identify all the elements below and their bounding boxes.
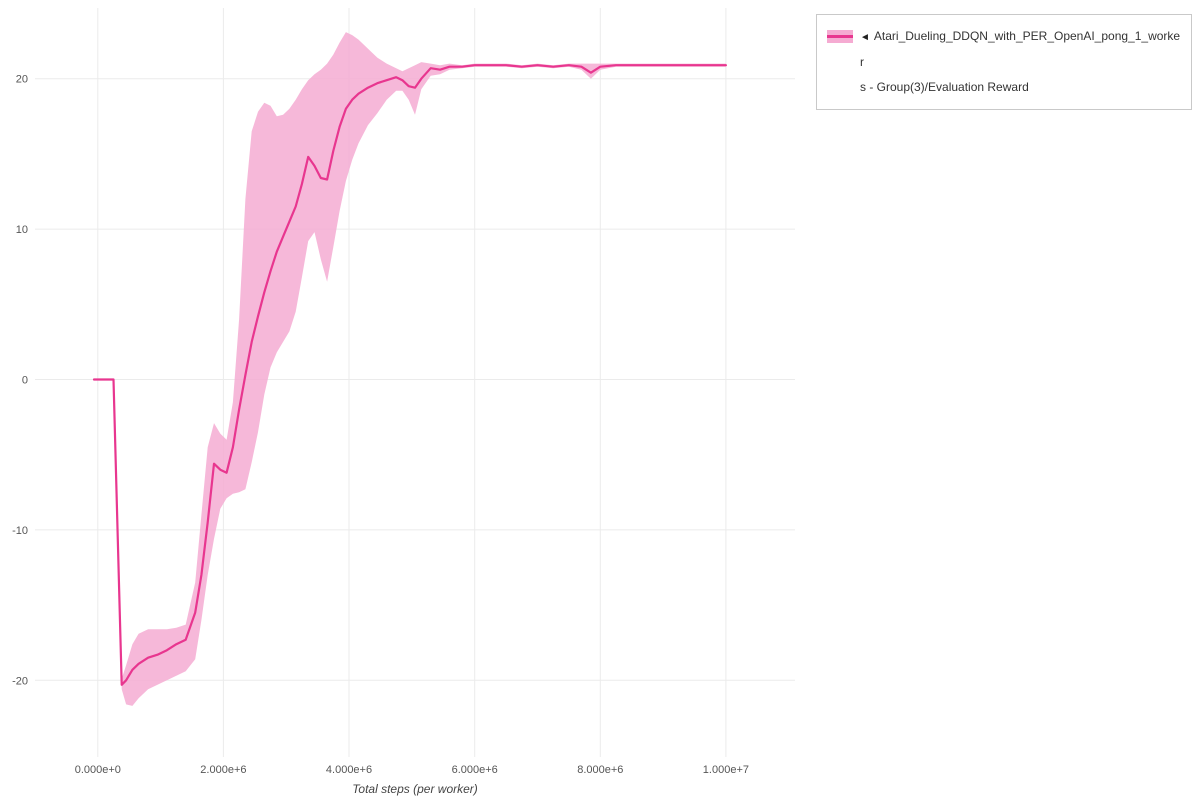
x-tick-labels: 0.000e+0 2.000e+6 4.000e+6 6.000e+6 8.000e+6… xyxy=(75,764,749,776)
reward-line-group xyxy=(92,64,727,686)
x-axis-title: Total steps (per worker) xyxy=(352,782,478,796)
x-tick-label: 6.000e+6 xyxy=(452,764,498,776)
legend-label-line1: Atari_Dueling_DDQN_with_PER_OpenAI_pong_… xyxy=(860,29,1181,69)
y-tick-label: 20 xyxy=(16,74,28,86)
x-tick-label: 1.000e+7 xyxy=(703,764,749,776)
legend-label-line2: s - Group(3)/Evaluation Reward xyxy=(860,80,1029,94)
x-tick-label: 4.000e+6 xyxy=(326,764,372,776)
x-tick-label: 2.000e+6 xyxy=(200,764,246,776)
y-tick-labels: -20 -10 0 10 20 xyxy=(12,74,28,688)
x-tick-label: 0.000e+0 xyxy=(75,764,121,776)
confidence-band-group xyxy=(94,32,726,706)
y-tick-label: 10 xyxy=(16,224,28,236)
reward-line xyxy=(92,64,727,686)
confidence-band xyxy=(94,32,726,706)
legend[interactable]: ◄ Atari_Dueling_DDQN_with_PER_OpenAI_pong… xyxy=(816,14,1192,110)
legend-collapse-icon[interactable]: ◄ xyxy=(860,32,870,43)
x-tick-label: 8.000e+6 xyxy=(577,764,623,776)
y-tick-label: -10 xyxy=(12,525,28,537)
y-tick-label: -20 xyxy=(12,675,28,687)
legend-swatch[interactable] xyxy=(827,30,853,43)
legend-swatch-line xyxy=(827,35,853,38)
y-tick-label: 0 xyxy=(22,375,28,387)
legend-label: ◄ Atari_Dueling_DDQN_with_PER_OpenAI_pong… xyxy=(860,24,1181,100)
